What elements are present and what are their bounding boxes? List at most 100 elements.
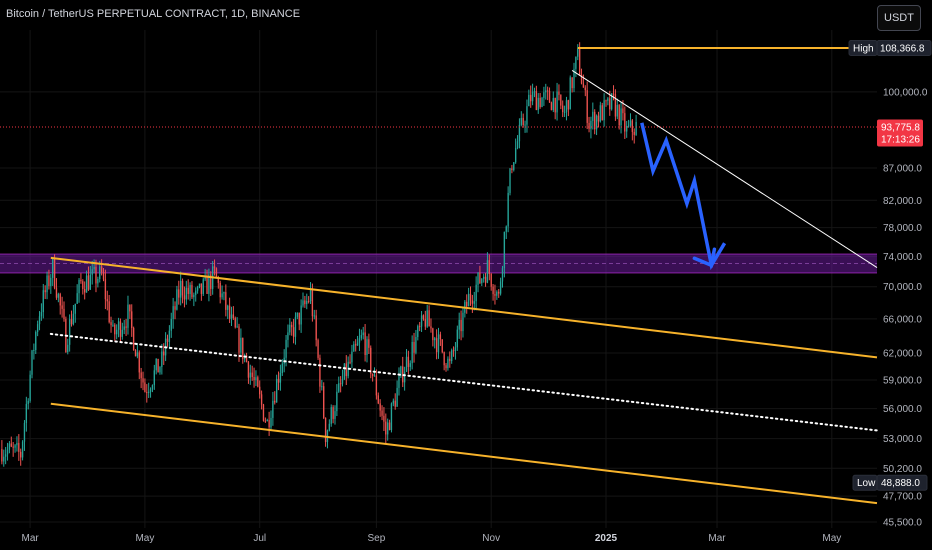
candle-body [618, 104, 620, 126]
price-tick-label: 53,000.0 [883, 434, 922, 445]
candle-body [74, 303, 76, 314]
candle-body [291, 324, 293, 328]
candle-body [501, 268, 504, 282]
candle-body [176, 289, 178, 310]
candle-body [578, 48, 581, 76]
bar-countdown: 17:13:26 [881, 134, 920, 145]
candle-body [349, 361, 351, 363]
candle-body [560, 94, 562, 106]
candle-body [592, 111, 594, 121]
candle-body [147, 391, 150, 393]
time-axis[interactable]: Mar May Jul Sep Nov 2025 Mar May [21, 533, 841, 544]
candle-body [597, 115, 600, 122]
candle-body [626, 125, 628, 132]
candle-body [513, 162, 515, 170]
candle-body [558, 91, 560, 95]
candle-body [627, 125, 630, 127]
candle-body [102, 272, 105, 280]
low-tag: Low 48,888.0 [852, 474, 928, 491]
candle-body [230, 314, 233, 319]
candle-body [172, 306, 174, 319]
candle-body [543, 92, 545, 98]
candle-body [84, 288, 86, 293]
candle-body [106, 299, 108, 302]
candle-body [185, 287, 187, 300]
candle-body [614, 94, 617, 117]
candle-body [371, 373, 374, 376]
candle-body [146, 391, 148, 393]
candle-body [388, 422, 391, 431]
candle-body [249, 372, 251, 378]
candle-body [586, 90, 588, 123]
candle-body [541, 97, 543, 107]
candle-body [223, 292, 225, 294]
candle-body [3, 456, 5, 462]
high-tag: High 108,366.8 [848, 40, 932, 57]
candle-body [420, 315, 423, 327]
current-price-tag: 93,775.8 17:13:26 [877, 119, 923, 147]
candle-body [631, 120, 634, 132]
candle-body [187, 287, 189, 294]
candle-body [281, 363, 283, 374]
candle-body [255, 377, 257, 381]
candle-body [27, 400, 29, 404]
candle-body [294, 316, 297, 337]
candle-body [99, 266, 101, 280]
candle-body [460, 319, 462, 332]
candle-body [33, 350, 35, 352]
candle-body [535, 91, 538, 111]
candle-body [392, 400, 395, 404]
candle-body [545, 90, 547, 93]
candle-body [556, 91, 558, 113]
candle-body [355, 344, 357, 346]
candle-body [377, 395, 379, 404]
candle-body [594, 111, 596, 130]
candle-body [287, 332, 289, 340]
currency-button[interactable]: USDT [877, 5, 921, 31]
candle-body [505, 226, 507, 232]
candle-body [155, 358, 157, 371]
candle-body [443, 352, 445, 366]
candle-body [136, 352, 139, 357]
candle-body [159, 366, 161, 373]
candle-body [198, 283, 201, 287]
candle-body [1, 449, 3, 462]
candle-body [228, 305, 231, 319]
candle-body [18, 442, 20, 452]
candle-body [620, 108, 622, 126]
candle-body [208, 274, 210, 294]
candle-body [407, 356, 410, 367]
candle-body [488, 260, 490, 274]
candle-body [528, 94, 530, 107]
candle-body [379, 403, 381, 411]
candle-body [622, 108, 624, 114]
candle-body [567, 100, 570, 110]
candle-body [584, 87, 586, 91]
high-label: High [853, 44, 874, 55]
candle-body [59, 294, 61, 306]
candle-body [114, 324, 116, 335]
candle-body [80, 279, 82, 282]
candle-body [55, 287, 58, 298]
candle-body [219, 282, 221, 298]
projection-arrowhead [692, 247, 717, 268]
price-tick-label: 74,000.0 [883, 252, 922, 263]
candle-body [215, 268, 218, 278]
candle-body [503, 231, 506, 269]
candle-body [413, 341, 415, 353]
candle-body [383, 415, 385, 422]
candle-body [415, 337, 417, 353]
candle-body [475, 284, 477, 302]
candle-body [110, 322, 112, 326]
low-label: Low [857, 478, 876, 489]
candle-body [554, 98, 556, 113]
candle-body [426, 310, 428, 327]
candle-body [48, 275, 50, 287]
candle-body [580, 75, 583, 84]
candle-body [317, 340, 319, 358]
candle-body [132, 327, 135, 350]
candle-body [46, 275, 48, 293]
candle-body [260, 394, 263, 405]
price-axis[interactable]: 100,000.0 87,000.0 82,000.0 78,000.0 74,000.… [883, 87, 928, 528]
